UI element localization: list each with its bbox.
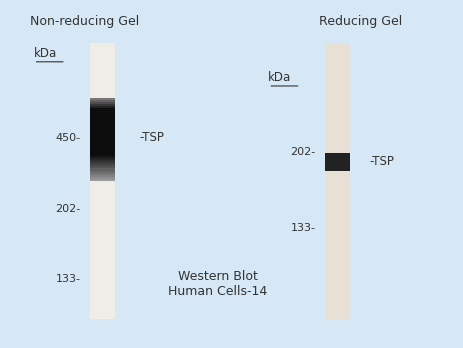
Text: Reducing Gel: Reducing Gel — [319, 15, 402, 28]
Text: 202-: 202- — [56, 204, 81, 214]
Bar — [90, 131, 115, 133]
Bar — [90, 175, 115, 177]
Bar — [90, 106, 115, 109]
Bar — [90, 166, 115, 168]
Text: Non-reducing Gel: Non-reducing Gel — [30, 15, 139, 28]
Bar — [90, 104, 115, 106]
Bar — [325, 43, 350, 319]
Bar — [90, 148, 115, 150]
Bar — [90, 168, 115, 171]
Text: -TSP: -TSP — [369, 156, 394, 168]
Bar — [90, 123, 115, 125]
Bar — [90, 98, 115, 100]
Text: 133-: 133- — [290, 222, 315, 232]
Text: -TSP: -TSP — [139, 131, 164, 144]
Bar — [90, 43, 115, 319]
Text: 133-: 133- — [56, 274, 81, 284]
Bar — [90, 135, 115, 137]
Bar — [90, 110, 115, 112]
Bar — [90, 114, 115, 117]
Bar — [90, 156, 115, 158]
Bar — [90, 150, 115, 152]
Bar — [90, 140, 115, 142]
Text: kDa: kDa — [269, 71, 292, 84]
Bar — [90, 117, 115, 119]
Bar — [90, 152, 115, 154]
Bar — [90, 154, 115, 156]
Bar — [90, 179, 115, 181]
Bar — [90, 142, 115, 144]
Bar — [90, 102, 115, 104]
Bar — [90, 162, 115, 164]
Bar — [90, 144, 115, 146]
Bar — [90, 133, 115, 135]
Bar — [90, 146, 115, 148]
Bar — [90, 112, 115, 114]
Bar — [90, 119, 115, 121]
Bar — [90, 171, 115, 173]
Bar — [90, 109, 115, 110]
Text: 202-: 202- — [290, 147, 315, 157]
Text: 450-: 450- — [56, 133, 81, 143]
Text: kDa: kDa — [34, 47, 57, 60]
Bar — [90, 164, 115, 166]
Bar — [90, 137, 115, 140]
Text: Western Blot
Human Cells-14: Western Blot Human Cells-14 — [168, 270, 267, 299]
Bar — [90, 129, 115, 131]
Bar — [90, 173, 115, 175]
Bar — [90, 121, 115, 123]
Bar — [325, 153, 350, 171]
Bar — [90, 127, 115, 129]
Bar — [90, 160, 115, 162]
Bar — [90, 177, 115, 179]
Bar — [90, 158, 115, 160]
Bar — [90, 125, 115, 127]
Bar — [90, 100, 115, 102]
